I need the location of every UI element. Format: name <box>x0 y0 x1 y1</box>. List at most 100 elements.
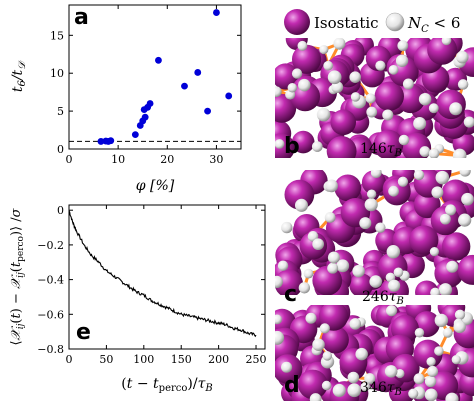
nc-particle <box>415 328 424 337</box>
nc-particle <box>320 323 330 333</box>
nc-particle <box>382 109 393 120</box>
scatter-point <box>225 93 232 100</box>
svg-text:t6/t𝒟: t6/t𝒟 <box>10 60 28 92</box>
nc-particle <box>452 355 461 364</box>
y-tick-label-a: 0 <box>57 143 64 156</box>
y-tick-label-e: −0.6 <box>37 308 64 321</box>
y-tick-label-e: 0 <box>57 204 64 217</box>
nc-particle <box>323 351 332 360</box>
nc-particle <box>425 376 436 387</box>
nc-particle <box>385 365 398 378</box>
y-tick-label-e: −0.4 <box>37 274 64 287</box>
nc-particle <box>389 65 399 75</box>
nc-particle <box>431 186 443 198</box>
nc-particle <box>298 79 310 91</box>
nc-particle <box>325 212 336 223</box>
nc-particle <box>275 139 285 149</box>
nc-particle <box>317 108 331 122</box>
isostatic-particle <box>375 82 404 111</box>
nc-particle <box>325 180 338 193</box>
nc-particle <box>386 305 397 316</box>
nc-particle <box>413 117 426 130</box>
x-axis-label-a: φ [%] <box>136 178 175 194</box>
nc-particle <box>394 267 404 277</box>
nc-particle <box>295 199 308 212</box>
nc-particle <box>398 177 408 187</box>
nc-legend-marker <box>386 13 404 31</box>
nc-particle <box>455 310 465 320</box>
nc-particle <box>328 252 340 264</box>
panel-label-e: e <box>76 320 91 345</box>
nc-particle <box>352 265 364 277</box>
nc-particle <box>312 338 325 351</box>
nc-particle <box>271 86 282 97</box>
svg-text:⟨𝒳ij(t) − 𝒳ij(tperco)⟩ /σ: ⟨𝒳ij(t) − 𝒳ij(tperco)⟩ /σ <box>9 207 26 345</box>
nc-particle <box>333 38 345 50</box>
x-tick-label-e: 50 <box>99 353 113 366</box>
scatter-point <box>181 83 188 90</box>
nc-particle <box>429 103 439 113</box>
nc-particle <box>430 288 440 298</box>
nc-particle <box>458 79 468 89</box>
xlabel-a-text: φ [%] <box>136 178 175 194</box>
nc-particle <box>396 55 408 67</box>
nc-particle <box>312 141 323 152</box>
nc-particle <box>399 135 409 145</box>
x-tick-label-a: 0 <box>66 153 73 166</box>
nc-particle <box>419 93 431 105</box>
x-tick-label-a: 10 <box>111 153 125 166</box>
y-tick-label-e: −0.2 <box>37 239 64 252</box>
nc-particle <box>349 318 361 330</box>
y-axis-label-a: t6/t𝒟 <box>10 60 28 92</box>
nc-particle <box>288 83 297 92</box>
y-tick-label-a: 15 <box>50 29 64 42</box>
nc-particle <box>348 372 360 384</box>
x-tick-label-e: 0 <box>66 353 73 366</box>
nc-particle <box>333 384 346 397</box>
nc-particle <box>305 313 316 324</box>
x-axis-label-e: (t − tperco)/τB <box>121 376 212 394</box>
nc-particle <box>271 276 283 288</box>
snapshot-legend: Isostatic NC < 6 <box>284 9 460 35</box>
nc-particle <box>272 315 282 325</box>
nc-particle <box>461 193 474 206</box>
scatter-point <box>147 100 154 107</box>
x-tick-label-a: 20 <box>160 153 174 166</box>
nc-particle <box>446 261 458 273</box>
y-axis-label-e: ⟨𝒳ij(t) − 𝒳ij(tperco)⟩ /σ <box>9 207 26 345</box>
nc-particle <box>458 214 471 227</box>
svg-text:φ [%]: φ [%] <box>136 178 175 194</box>
panel-label-b: b <box>284 134 300 159</box>
nc-particle <box>304 269 314 279</box>
nc-particle <box>445 204 456 215</box>
nc-particle <box>375 222 385 232</box>
x-tick-label-e: 200 <box>208 353 229 366</box>
nc-particle <box>312 238 324 250</box>
scatter-point <box>213 9 220 16</box>
isostatic-legend-marker <box>284 9 310 35</box>
y-tick-label-a: 5 <box>57 105 64 118</box>
scatter-point <box>142 114 149 121</box>
nc-particle <box>443 328 453 338</box>
x-tick-label-e: 100 <box>133 353 154 366</box>
nc-particle <box>292 68 302 78</box>
scatter-point <box>204 108 211 115</box>
nc-particle <box>425 388 438 401</box>
nc-particle <box>367 189 376 198</box>
nc-particle <box>375 61 385 71</box>
isostatic-particle <box>334 174 361 201</box>
nc-particle <box>388 186 399 197</box>
nc-particle <box>440 214 451 225</box>
scatter-point <box>155 57 162 64</box>
nc-particle <box>435 314 448 327</box>
panel-label-a: a <box>74 5 89 30</box>
nc-particle <box>456 51 469 64</box>
nc-legend-label: NC < 6 <box>407 14 460 35</box>
nc-particle <box>430 247 439 256</box>
isostatic-particle <box>330 110 356 136</box>
nc-particle <box>442 36 452 46</box>
nc-particle <box>349 71 361 83</box>
nc-particle <box>414 170 424 180</box>
y-tick-label-a: 10 <box>50 67 64 80</box>
